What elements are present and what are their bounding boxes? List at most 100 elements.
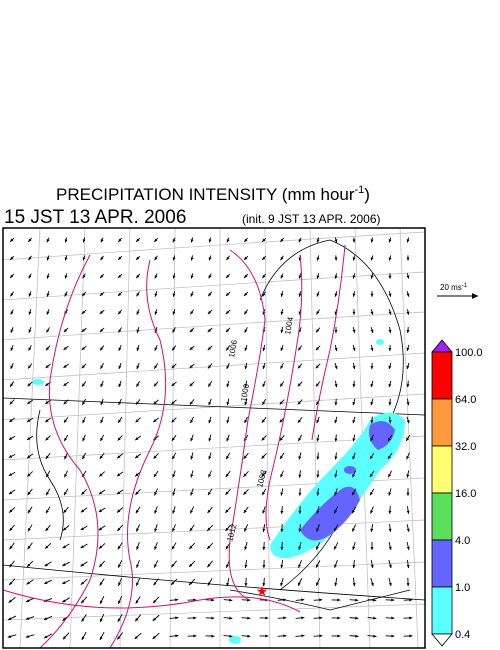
reference-vector-exponent: -1 (462, 283, 468, 289)
wind-arrow-head (154, 311, 158, 315)
wind-arrow-head (118, 238, 122, 242)
wind-arrow-head (316, 419, 320, 424)
wind-arrow-head (207, 582, 211, 586)
colorbar-label: 32.0 (455, 441, 476, 453)
wind-arrow-head (26, 599, 30, 602)
wind-arrow-head (225, 491, 229, 495)
wind-arrow-head (262, 491, 265, 496)
wind-arrow-head (190, 257, 194, 261)
wind-arrow-head (370, 420, 374, 424)
wind-arrow-head (226, 564, 229, 568)
wind-arrow-head (243, 473, 247, 477)
wind-arrow-head (99, 582, 103, 586)
wind-arrow-head (406, 347, 410, 351)
wind-arrow-head (28, 238, 32, 242)
wind-arrow-head (283, 634, 287, 638)
wind-arrow-head (352, 311, 356, 315)
wind-arrow-head (100, 618, 103, 622)
wind-arrow-head (172, 293, 176, 297)
wind-arrow-head (27, 509, 31, 514)
wind-arrow-head (388, 347, 392, 352)
wind-arrow-head (298, 238, 302, 243)
valid-time: 15 JST 13 APR. 2006 (4, 207, 186, 228)
wind-arrow-head (226, 401, 230, 406)
wind-arrow-head (208, 456, 212, 460)
wind-arrow-head (352, 347, 356, 351)
wind-arrow-head (337, 616, 341, 620)
wind-arrow-head (370, 455, 373, 460)
wind-arrow-head (135, 473, 139, 477)
wind-arrow-head (45, 382, 49, 386)
wind-arrow-head (370, 510, 374, 514)
wind-arrow-head (207, 563, 211, 568)
wind-arrow-head (172, 311, 176, 315)
wind-arrow-head (388, 492, 392, 496)
wind-arrow-head (316, 438, 320, 442)
wind-arrow-head (226, 328, 230, 333)
wind-arrow-head (211, 634, 215, 638)
wind-vectors (7, 237, 413, 641)
map-frame (2, 227, 426, 649)
wind-arrow-head (280, 311, 284, 315)
wind-arrow-head (301, 634, 305, 638)
wind-arrow-head (226, 383, 230, 388)
wind-arrow-head (118, 383, 122, 388)
wind-arrow-head (171, 546, 175, 550)
wind-arrow-head (45, 545, 49, 549)
wind-arrow-head (135, 437, 139, 441)
wind-arrow-head (190, 510, 193, 514)
wind-arrow-head (225, 310, 230, 314)
title: PRECIPITATION INTENSITY (mm hour-1) (56, 184, 370, 204)
wind-arrow-head (262, 528, 266, 532)
wind-arrow-head (63, 401, 67, 405)
boundary (2, 564, 426, 601)
wind-arrow-head (244, 564, 248, 569)
wind-arrow-head (117, 618, 121, 622)
wind-arrow-head (406, 275, 410, 279)
wind-arrow-head (243, 509, 247, 514)
wind-arrow-head (99, 310, 104, 314)
wind-arrow-head (82, 292, 86, 297)
wind-arrow-head (9, 563, 13, 568)
wind-arrow-head (153, 419, 157, 423)
wind-arrow-head (154, 492, 158, 496)
wind-arrow-head (46, 473, 49, 478)
wind-arrow-head (244, 365, 248, 370)
wind-arrow-head (207, 328, 212, 332)
wind-arrow-head (244, 419, 248, 424)
wind-arrow-head (82, 275, 86, 279)
wind-arrow-head (190, 293, 194, 297)
wind-arrow-head (62, 563, 66, 566)
wind-arrow-head (388, 582, 392, 587)
wind-arrow-head (319, 598, 323, 602)
wind-arrow-head (172, 455, 176, 460)
wind-arrow-head (225, 292, 230, 296)
wind-arrow-head (316, 546, 319, 550)
wind-arrow-head (388, 293, 392, 297)
wind-arrow-head (98, 527, 103, 531)
wind-arrow-head (316, 564, 319, 568)
wind-arrow-head (283, 616, 287, 620)
wind-arrow-head (316, 492, 320, 496)
precip-area (229, 636, 241, 644)
wind-arrow-head (63, 346, 67, 350)
wind-arrow-head (8, 599, 12, 603)
wind-arrow-head (46, 293, 50, 297)
wind-arrow-head (355, 616, 359, 620)
title-text: PRECIPITATION INTENSITY (mm hour (56, 185, 355, 204)
wind-arrow-head (244, 329, 248, 333)
wind-arrow-head (334, 383, 338, 388)
wind-arrow-head (208, 257, 212, 261)
wind-arrow-head (334, 419, 338, 424)
wind-arrow-head (355, 598, 359, 602)
wind-arrow-head (280, 582, 284, 587)
wind-arrow-head (190, 419, 194, 423)
wind-arrow-head (118, 582, 121, 586)
wind-arrow-head (316, 293, 320, 297)
grid-line (264, 227, 271, 649)
wind-arrow-head (406, 492, 410, 496)
wind-arrow-head (208, 491, 211, 496)
wind-arrow-head (406, 474, 410, 478)
wind-arrow-head (283, 598, 287, 602)
wind-arrow-head (99, 563, 103, 568)
